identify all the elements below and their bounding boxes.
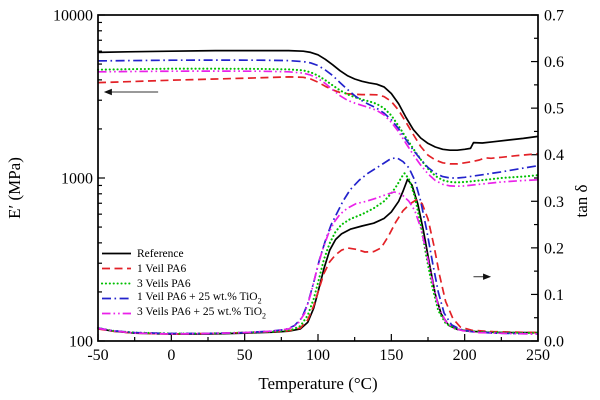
y-right-tick-label: 0.5 bbox=[544, 101, 564, 118]
curve-eprime-3-veils-pa6-tio2 bbox=[97, 70, 539, 188]
legend: Reference 1 Veil PA6 3 Veils PA6 1 Veil PA6… bbox=[101, 246, 266, 321]
legend-item-reference: Reference bbox=[101, 246, 266, 261]
y-right-tick-label: 0.7 bbox=[544, 8, 564, 25]
y-right-tick-label: 0.2 bbox=[544, 240, 564, 257]
legend-item-3-veils-pa6: 3 Veils PA6 bbox=[101, 276, 266, 291]
y-right-axis-title: tan δ bbox=[572, 184, 591, 218]
y-left-axis-title: E′ (MPa) bbox=[5, 157, 24, 219]
y-left-tick-label: 100 bbox=[69, 334, 93, 351]
tan-delta-axis-arrow-head bbox=[483, 273, 492, 280]
curve-eprime-1-veil-pa6 bbox=[97, 76, 539, 165]
curve-eprime-1-veil-pa6-tio2 bbox=[97, 59, 539, 179]
plot-frame bbox=[97, 14, 539, 342]
y-right-tick-label: 0.3 bbox=[544, 194, 564, 211]
x-tick-label: 200 bbox=[453, 347, 477, 364]
y-left-tick-label: 10000 bbox=[53, 8, 93, 25]
y-right-tick-label: 0.1 bbox=[544, 287, 564, 304]
x-tick-label: 250 bbox=[526, 347, 550, 364]
legend-label-3-veils-pa6-tio2: 3 Veils PA6 + 25 wt.% TiO2 bbox=[137, 306, 267, 321]
x-tick-label: 100 bbox=[306, 347, 330, 364]
x-tick-label: 0 bbox=[167, 347, 175, 364]
legend-item-3-veils-pa6-tio2: 3 Veils PA6 + 25 wt.% TiO2 bbox=[101, 306, 266, 321]
x-tick-label: 50 bbox=[237, 347, 253, 364]
x-tick-label: -50 bbox=[87, 347, 108, 364]
legend-label-3-veils-pa6: 3 Veils PA6 bbox=[137, 277, 191, 290]
curve-eprime-reference bbox=[97, 49, 539, 152]
legend-label-reference: Reference bbox=[137, 247, 184, 260]
legend-sample-1-veil-pa6 bbox=[102, 267, 131, 270]
legend-sample-reference bbox=[102, 252, 131, 255]
y-left-tick-label: 1000 bbox=[61, 171, 93, 188]
legend-item-1-veil-pa6-tio2: 1 Veil PA6 + 25 wt.% TiO2 bbox=[101, 291, 266, 306]
y-right-tick-label: 0.4 bbox=[544, 147, 564, 164]
curve-tand-1-veil-pa6 bbox=[97, 199, 539, 335]
curve-eprime-3-veils-pa6 bbox=[96, 67, 540, 184]
modulus-axis-arrow-head bbox=[103, 88, 112, 96]
legend-item-1-veil-pa6: 1 Veil PA6 bbox=[101, 261, 266, 276]
y-right-tick-label: 0.6 bbox=[544, 54, 564, 71]
legend-sample-3-veils-pa6 bbox=[101, 282, 132, 285]
y-right-tick-label: 0.0 bbox=[544, 334, 564, 351]
legend-label-1-veil-pa6: 1 Veil PA6 bbox=[137, 262, 187, 275]
curve-tand-3-veils-pa6-tio2 bbox=[97, 191, 539, 335]
curve-tand-1-veil-pa6-tio2 bbox=[97, 157, 539, 335]
x-axis-title: Temperature (°C) bbox=[258, 374, 378, 393]
legend-label-1-veil-pa6-tio2: 1 Veil PA6 + 25 wt.% TiO2 bbox=[137, 291, 262, 306]
x-tick-label: 150 bbox=[379, 347, 403, 364]
legend-sample-1-veil-pa6-tio2 bbox=[102, 297, 131, 300]
legend-sample-3-veils-pa6-tio2 bbox=[102, 312, 131, 315]
